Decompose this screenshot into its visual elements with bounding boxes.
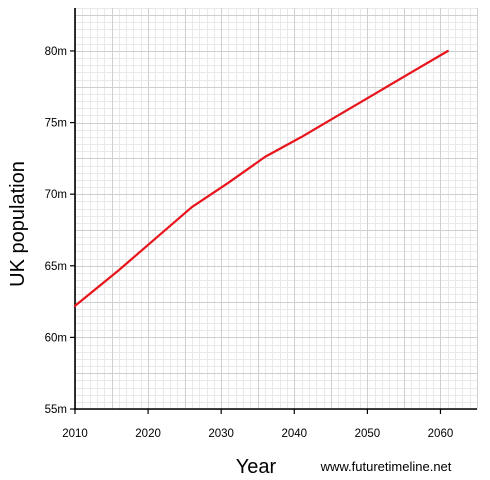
y-tick-label: 60m xyxy=(45,332,67,344)
tick-labels: 2010 2020 2030 2040 2050 2060 55m 60m 65m 70m 75m 8… xyxy=(45,46,454,440)
x-tick-label: 2060 xyxy=(428,428,454,440)
axes xyxy=(70,8,477,414)
x-axis-title: Year xyxy=(236,456,277,478)
x-tick-label: 2010 xyxy=(62,428,88,440)
x-tick-label: 2020 xyxy=(135,428,161,440)
series-layer xyxy=(73,49,449,307)
y-tick-label: 65m xyxy=(45,261,67,273)
y-tick-label: 55m xyxy=(45,404,67,416)
y-tick-label: 70m xyxy=(45,189,67,201)
minor-gridlines xyxy=(75,8,478,410)
population-series-line xyxy=(73,49,449,307)
x-tick-label: 2050 xyxy=(355,428,381,440)
y-axis-title: UK population xyxy=(7,161,29,287)
major-gridlines xyxy=(75,8,478,410)
source-credit: www.futuretimeline.net xyxy=(320,459,452,474)
x-tick-label: 2040 xyxy=(281,428,307,440)
y-tick-label: 75m xyxy=(45,118,67,130)
x-tick-label: 2030 xyxy=(208,428,234,440)
y-tick-label: 80m xyxy=(45,46,67,58)
